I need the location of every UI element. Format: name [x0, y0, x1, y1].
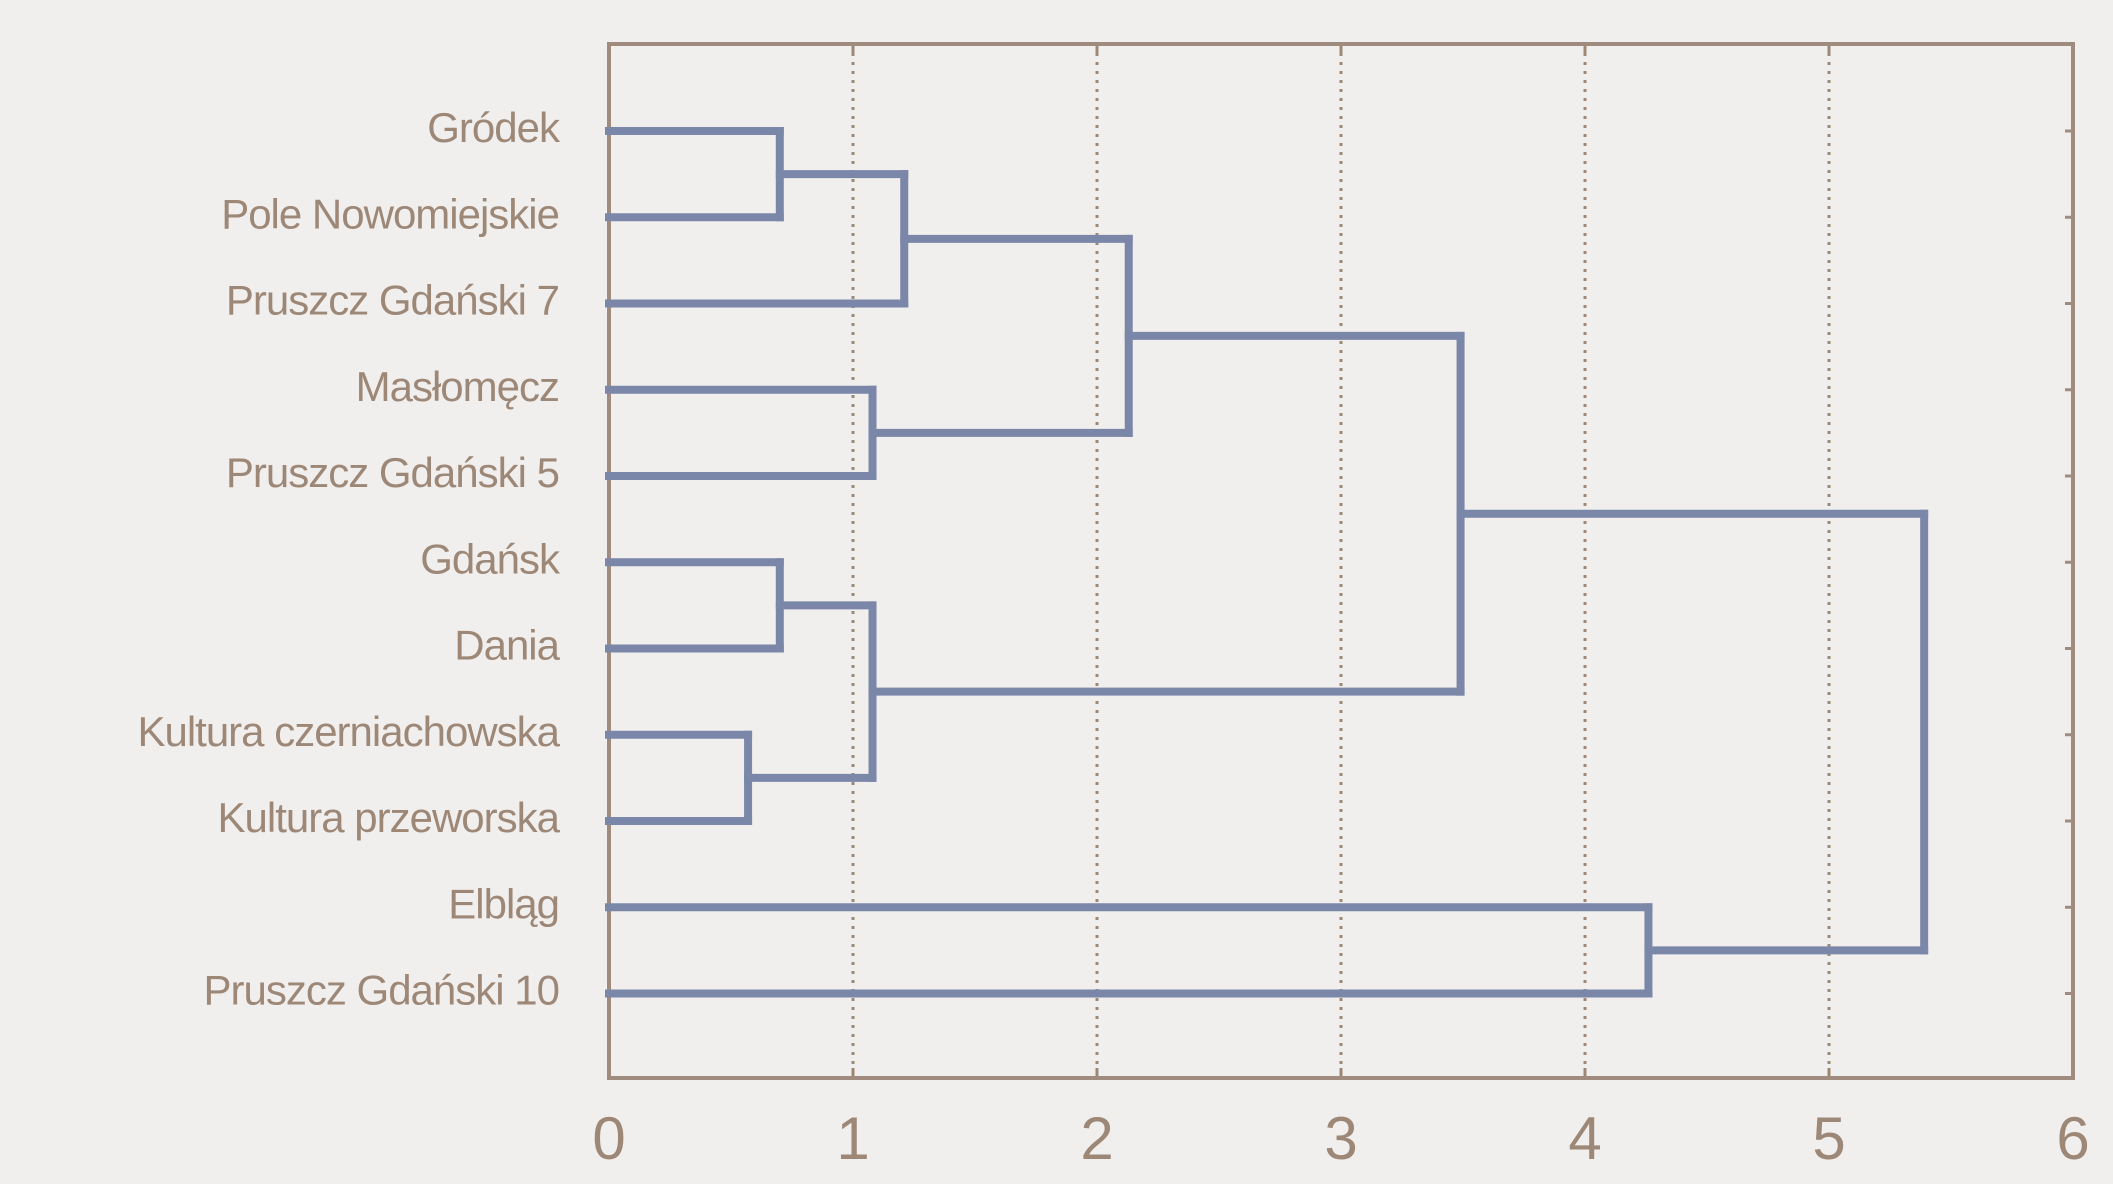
leaf-label: Elbląg	[448, 880, 559, 927]
leaf-label: Gdańsk	[420, 535, 561, 582]
leaf-label: Pruszcz Gdański 7	[226, 277, 559, 324]
leaf-label: Gródek	[427, 104, 561, 151]
x-tick-label: 1	[836, 1105, 869, 1172]
leaf-label: Masłomęcz	[356, 363, 559, 410]
leaf-label: Dania	[454, 622, 560, 669]
x-tick-label: 2	[1080, 1105, 1113, 1172]
leaf-label: Pole Nowomiejskie	[221, 190, 559, 237]
leaf-label: Pruszcz Gdański 5	[226, 449, 559, 496]
x-tick-label: 6	[2056, 1105, 2089, 1172]
leaf-label: Pruszcz Gdański 10	[204, 967, 560, 1014]
x-tick-label: 0	[592, 1105, 625, 1172]
leaf-label: Kultura czerniachowska	[137, 708, 560, 755]
x-tick-label: 5	[1812, 1105, 1845, 1172]
leaf-label: Kultura przeworska	[218, 794, 561, 841]
x-tick-label: 3	[1324, 1105, 1357, 1172]
x-tick-label: 4	[1568, 1105, 1601, 1172]
